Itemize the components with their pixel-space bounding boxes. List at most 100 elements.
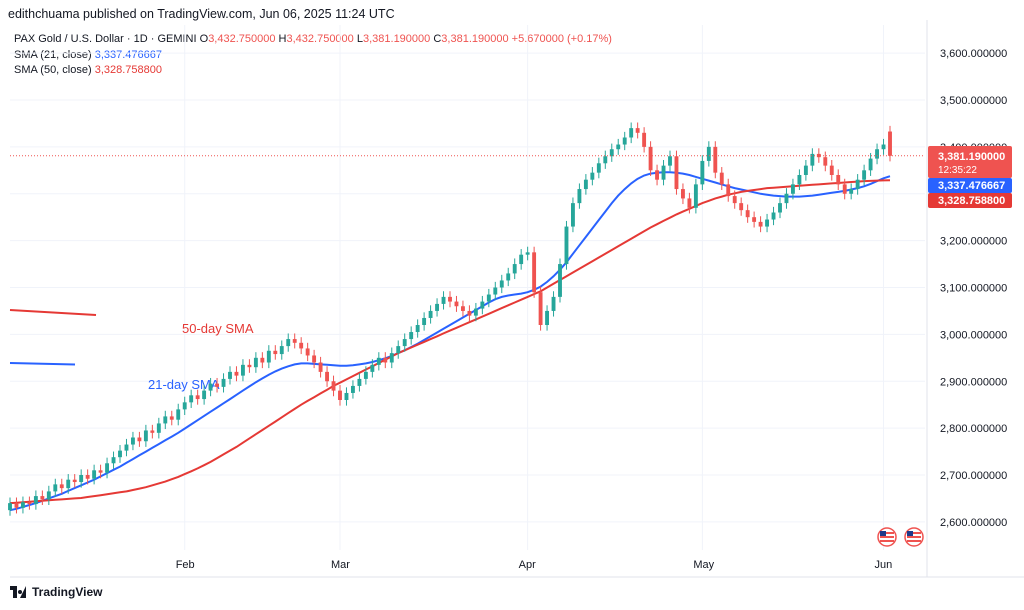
candle-body	[616, 144, 621, 150]
candle-body	[590, 172, 595, 180]
candle-body	[14, 503, 19, 508]
candle-body	[131, 437, 135, 445]
candle-body	[622, 137, 627, 145]
tradingview-logo-icon	[10, 586, 26, 598]
candle-body	[668, 156, 672, 166]
candle-body	[92, 470, 97, 479]
candle-body	[687, 198, 692, 208]
sma50-price-tag: 3,328.758800	[928, 193, 1012, 208]
candle-body	[409, 332, 414, 340]
candle-body	[525, 252, 530, 255]
candle-body	[486, 294, 491, 302]
candle-body	[693, 184, 698, 208]
candle-body	[137, 437, 142, 442]
legend-low-value: 3,381.190000	[362, 33, 431, 45]
y-tick-label: 3,600.000000	[940, 48, 1007, 60]
y-tick-label: 3,200.000000	[940, 236, 1007, 248]
candle-body	[791, 184, 795, 194]
candle-body	[363, 371, 368, 379]
candle-body	[33, 496, 38, 505]
sma21-drawn-line	[9, 362, 76, 366]
candle-body	[519, 254, 524, 265]
candle-body	[836, 175, 841, 185]
us-flag-icon[interactable]	[904, 527, 924, 547]
legend-sma50-row[interactable]: SMA (50, close) 3,328.758800	[14, 63, 612, 79]
candle-body	[545, 310, 549, 325]
candle-body	[156, 423, 161, 433]
sma50-tag-value: 3,328.758800	[938, 195, 1005, 207]
candle-body	[331, 381, 336, 391]
candle-body	[143, 430, 148, 442]
x-tick-label: Feb	[176, 559, 195, 571]
candle-body	[273, 350, 278, 355]
sma21-annotation: 21-day SMA	[148, 377, 220, 392]
candle-body	[182, 402, 187, 410]
legend-sma21-row[interactable]: SMA (21, close) 3,337.476667	[14, 48, 612, 64]
tradingview-footer[interactable]: TradingView	[10, 585, 102, 599]
candles	[8, 122, 892, 516]
candle-body	[681, 189, 685, 199]
candle-body	[370, 364, 375, 372]
candle-body	[260, 357, 265, 363]
candle-body	[299, 342, 304, 349]
candle-body	[745, 210, 750, 218]
candle-body	[53, 484, 58, 492]
candle-body	[855, 179, 860, 190]
candle-body	[816, 153, 821, 158]
candle-body	[583, 179, 588, 190]
candle-body	[435, 303, 439, 311]
candle-body	[538, 292, 543, 325]
candle-body	[739, 203, 744, 211]
candle-body	[40, 496, 45, 500]
y-tick-label: 2,900.000000	[940, 376, 1007, 388]
time-axis[interactable]: Feb Mar Apr May Jun	[10, 20, 1024, 578]
candle-body	[752, 217, 757, 222]
legend-symbol[interactable]: PAX Gold / U.S. Dollar · 1D · GEMINI	[14, 33, 197, 45]
candle-body	[706, 146, 711, 161]
candle-body	[480, 301, 485, 309]
candle-body	[234, 371, 239, 376]
candle-body	[551, 296, 556, 311]
x-tick-label: Mar	[331, 559, 350, 571]
candle-body	[771, 212, 776, 220]
legend-sma50-label: SMA (50, close)	[14, 64, 92, 76]
sma50-drawn-line	[9, 309, 97, 316]
candle-body	[215, 383, 219, 387]
candle-body	[829, 165, 834, 175]
candle-body	[512, 264, 517, 274]
candle-body	[241, 364, 245, 376]
y-tick-label: 2,600.000000	[940, 517, 1007, 529]
last-price-tag-value: 3,381.190000	[938, 151, 1005, 163]
sma-lines	[9, 171, 891, 512]
y-tick-label: 3,000.000000	[940, 329, 1007, 341]
candle-body	[596, 163, 601, 173]
legend-ohlc-row[interactable]: PAX Gold / U.S. Dollar · 1D · GEMINI O3,…	[14, 32, 612, 48]
candle-body	[344, 392, 349, 400]
chart-legend: PAX Gold / U.S. Dollar · 1D · GEMINI O3,…	[14, 32, 612, 79]
legend-sma21-label: SMA (21, close)	[14, 48, 92, 61]
candle-body	[79, 475, 84, 483]
candle-body	[8, 503, 12, 511]
candle-body	[888, 131, 892, 156]
candle-body	[726, 184, 731, 197]
legend-close-value: 3,381.190000	[441, 33, 509, 45]
candle-body	[506, 273, 511, 281]
candle-body	[98, 470, 103, 473]
x-tick-label: May	[693, 559, 714, 571]
y-tick-label: 3,500.000000	[940, 95, 1007, 107]
legend-low-label: L	[356, 33, 363, 45]
candle-body	[778, 203, 782, 213]
candle-body	[228, 371, 232, 379]
candle-body	[150, 430, 155, 433]
candle-body	[357, 378, 362, 386]
candle-body	[247, 364, 252, 368]
legend-open-value: 3,432.750000	[208, 33, 276, 45]
us-flag-icon[interactable]	[877, 527, 897, 547]
candle-body	[499, 280, 504, 288]
candle-body	[700, 160, 705, 185]
price-axis[interactable]: 2,600.000000 2,700.000000 2,800.000000 2,90…	[940, 48, 1007, 529]
candle-body	[208, 383, 213, 391]
candle-body	[849, 189, 854, 194]
candle-body	[493, 287, 498, 295]
